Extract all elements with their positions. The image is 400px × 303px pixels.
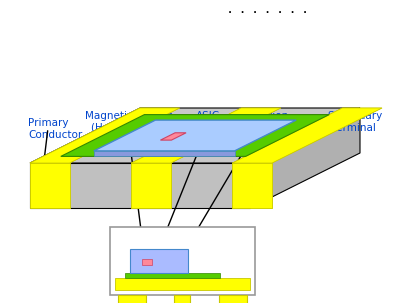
Bar — [174, 295, 190, 303]
Polygon shape — [30, 108, 360, 163]
Bar — [142, 259, 152, 265]
Polygon shape — [232, 163, 272, 208]
Polygon shape — [30, 163, 250, 208]
Polygon shape — [131, 108, 281, 163]
Polygon shape — [232, 108, 382, 163]
Polygon shape — [232, 163, 272, 208]
Polygon shape — [94, 151, 234, 156]
Polygon shape — [232, 108, 382, 163]
Bar — [130, 249, 188, 273]
Text: ASIC: ASIC — [196, 111, 220, 121]
Polygon shape — [160, 133, 186, 140]
Text: Secondary
terminal: Secondary terminal — [327, 111, 383, 133]
Polygon shape — [131, 163, 171, 208]
Bar — [125, 273, 220, 278]
Text: . . . . . . .: . . . . . . . — [227, 5, 309, 15]
Polygon shape — [61, 115, 329, 156]
Bar — [118, 295, 146, 303]
Polygon shape — [131, 163, 171, 208]
Polygon shape — [250, 108, 360, 208]
Bar — [110, 227, 255, 295]
Polygon shape — [94, 120, 296, 151]
Bar — [219, 295, 247, 303]
Polygon shape — [30, 163, 70, 208]
Bar — [115, 278, 250, 290]
Text: Magnetic Sensor
(Hall Element): Magnetic Sensor (Hall Element) — [84, 111, 172, 133]
Text: Insulation
Film: Insulation Film — [237, 111, 289, 133]
Polygon shape — [30, 108, 180, 163]
Text: Primary
Conductor: Primary Conductor — [28, 118, 82, 140]
Polygon shape — [30, 163, 70, 208]
Polygon shape — [131, 108, 281, 163]
Polygon shape — [30, 108, 180, 163]
